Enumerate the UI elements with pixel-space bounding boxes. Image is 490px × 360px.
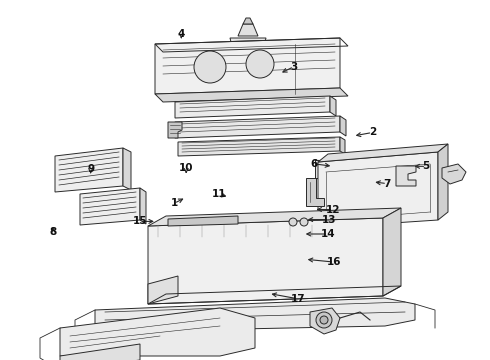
Text: 12: 12 — [326, 204, 341, 215]
Circle shape — [289, 218, 297, 226]
Polygon shape — [396, 166, 416, 186]
Text: 11: 11 — [212, 189, 227, 199]
Polygon shape — [123, 148, 131, 190]
Polygon shape — [306, 178, 324, 206]
Polygon shape — [60, 308, 255, 356]
Text: 14: 14 — [321, 229, 336, 239]
Circle shape — [300, 218, 308, 226]
Polygon shape — [330, 96, 336, 116]
Polygon shape — [95, 298, 415, 332]
Circle shape — [194, 51, 226, 83]
Polygon shape — [148, 218, 383, 304]
Text: 8: 8 — [49, 227, 56, 237]
Polygon shape — [310, 308, 340, 334]
Polygon shape — [155, 38, 340, 94]
Text: 6: 6 — [310, 159, 317, 169]
Polygon shape — [148, 208, 401, 226]
Polygon shape — [168, 216, 238, 226]
Polygon shape — [178, 137, 340, 156]
Polygon shape — [140, 188, 146, 224]
Polygon shape — [148, 276, 178, 304]
Text: 7: 7 — [383, 179, 391, 189]
Polygon shape — [318, 152, 438, 228]
Text: 17: 17 — [291, 294, 305, 304]
Text: 5: 5 — [423, 161, 430, 171]
Circle shape — [320, 316, 328, 324]
Polygon shape — [168, 122, 182, 138]
Polygon shape — [340, 137, 345, 154]
Text: 2: 2 — [369, 127, 376, 138]
Circle shape — [246, 50, 274, 78]
Polygon shape — [60, 344, 140, 360]
Polygon shape — [238, 24, 258, 36]
Text: 4: 4 — [177, 29, 185, 39]
Polygon shape — [230, 38, 266, 46]
Text: 3: 3 — [291, 62, 297, 72]
Text: 1: 1 — [171, 198, 177, 208]
Text: 15: 15 — [132, 216, 147, 226]
Text: 16: 16 — [327, 257, 342, 267]
Text: 10: 10 — [179, 163, 194, 174]
Polygon shape — [175, 116, 340, 138]
Polygon shape — [318, 144, 448, 162]
Polygon shape — [340, 116, 346, 136]
Polygon shape — [243, 18, 253, 24]
Polygon shape — [383, 208, 401, 296]
Polygon shape — [315, 160, 337, 178]
Polygon shape — [55, 148, 123, 192]
Polygon shape — [80, 188, 140, 225]
Polygon shape — [175, 96, 330, 118]
Text: 13: 13 — [322, 215, 337, 225]
Polygon shape — [155, 88, 348, 102]
Polygon shape — [438, 144, 448, 220]
Text: 9: 9 — [87, 164, 94, 174]
Circle shape — [316, 312, 332, 328]
Polygon shape — [442, 164, 466, 184]
